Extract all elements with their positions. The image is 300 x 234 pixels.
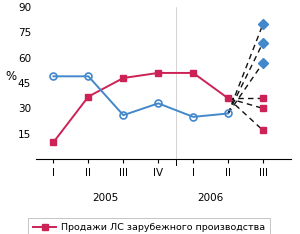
Y-axis label: %: % bbox=[5, 70, 16, 83]
Legend: Продажи ЛС зарубежного производства, Импорт ГЛС: Продажи ЛС зарубежного производства, Имп… bbox=[28, 218, 270, 234]
Text: 2005: 2005 bbox=[93, 193, 119, 203]
Text: 2006: 2006 bbox=[197, 193, 224, 203]
